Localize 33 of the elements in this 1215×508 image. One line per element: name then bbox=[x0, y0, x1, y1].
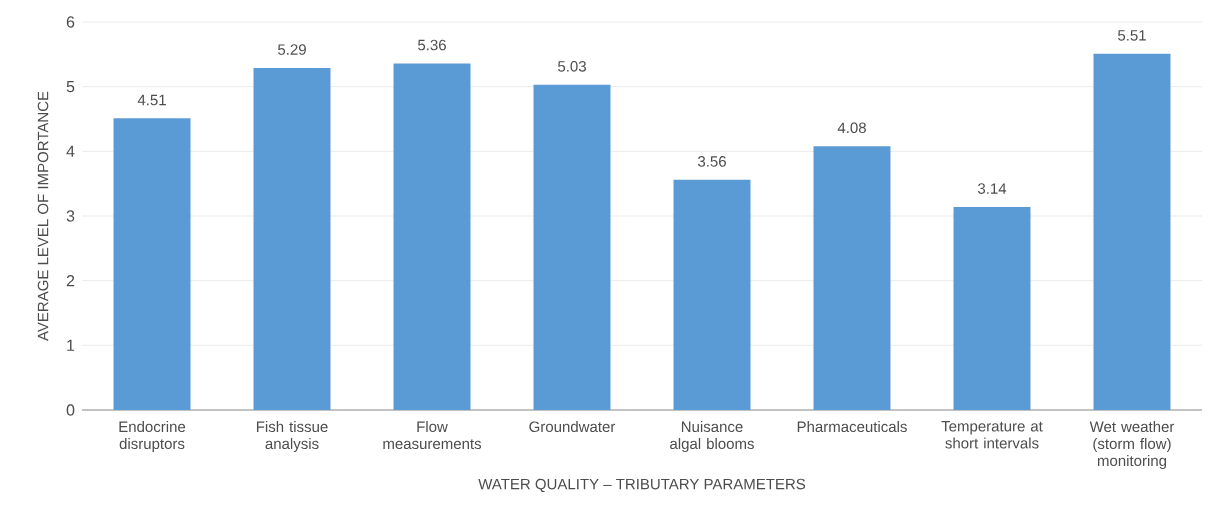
x-tick-label: Nuisance algal blooms bbox=[670, 421, 754, 453]
x-tick-label: Pharmaceuticals bbox=[797, 421, 907, 433]
bar bbox=[673, 179, 751, 410]
x-tick-label: Temperature at short intervals bbox=[941, 421, 1043, 449]
bar bbox=[253, 67, 331, 410]
data-label: 4.08 bbox=[837, 122, 866, 134]
bar bbox=[393, 63, 471, 410]
y-tick-label: 5 bbox=[66, 81, 75, 93]
y-tick-label: 1 bbox=[67, 339, 75, 351]
x-axis-title: WATER QUALITY – TRIBUTARY PARAMETERS bbox=[478, 478, 806, 493]
bar bbox=[813, 146, 891, 410]
y-tick-label: 2 bbox=[66, 275, 75, 287]
x-tick-label: Fish tissue analysis bbox=[256, 421, 328, 453]
y-axis-title: AVERAGE LEVEL OF IMPORTANCE bbox=[37, 91, 49, 341]
bar bbox=[533, 84, 611, 410]
y-tick-label: 4 bbox=[66, 145, 75, 157]
x-tick-label: Groundwater bbox=[529, 421, 616, 433]
x-tick-label: Flow measurements bbox=[383, 421, 482, 450]
bar bbox=[953, 206, 1031, 410]
data-label: 5.03 bbox=[558, 61, 586, 72]
data-label: 3.14 bbox=[977, 183, 1007, 194]
data-label: 5.51 bbox=[1118, 30, 1146, 41]
x-tick-label: Wet weather (storm flow) monitoring bbox=[1089, 421, 1175, 470]
data-label: 5.36 bbox=[418, 39, 446, 51]
x-tick-label: Endocrine disruptors bbox=[119, 421, 186, 453]
y-tick-label: 0 bbox=[66, 404, 75, 416]
bar bbox=[1093, 53, 1171, 410]
data-label: 4.51 bbox=[137, 94, 166, 106]
y-tick-label: 3 bbox=[66, 210, 75, 222]
bar bbox=[113, 118, 191, 410]
y-tick-label: 6 bbox=[66, 16, 75, 28]
data-label: 3.56 bbox=[697, 156, 726, 167]
data-label: 5.29 bbox=[278, 44, 306, 55]
